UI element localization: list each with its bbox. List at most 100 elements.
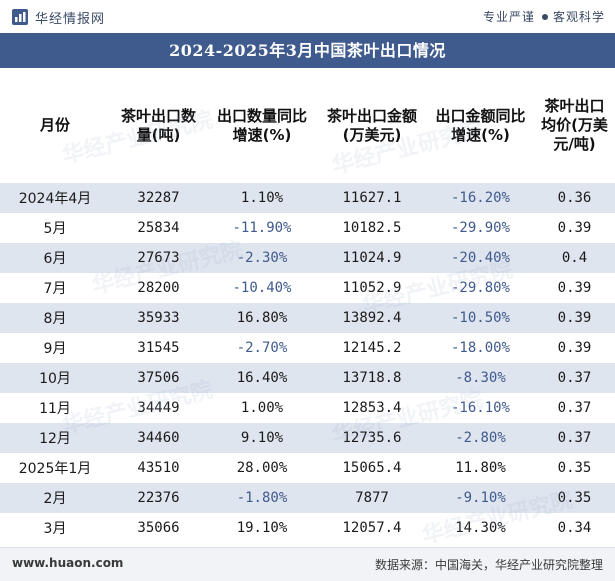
cell-month: 5月 — [0, 213, 110, 243]
cell-qty-yoy: 19.10% — [207, 513, 317, 543]
cell-price: 0.37 — [534, 393, 615, 423]
cell-qty: 22376 — [110, 483, 207, 513]
cell-amount: 13892.4 — [317, 303, 427, 333]
cell-amount: 11052.9 — [317, 273, 427, 303]
cell-price: 0.37 — [534, 423, 615, 453]
cell-price: 0.39 — [534, 213, 615, 243]
cell-amount-yoy: -2.80% — [427, 423, 534, 453]
cell-qty-yoy: -10.40% — [207, 273, 317, 303]
cell-qty: 43510 — [110, 453, 207, 483]
table-row: 7月 28200 -10.40% 11052.9 -29.80% 0.39 — [0, 273, 615, 303]
table-body: 2024年4月 32287 1.10% 11627.1 -16.20% 0.36 5月 258… — [0, 183, 615, 543]
cell-qty-yoy: -1.80% — [207, 483, 317, 513]
cell-month: 3月 — [0, 513, 110, 543]
footer: www.huaon.com 数据来源：中国海关，华经产业研究院整理 — [0, 547, 615, 581]
cell-amount-yoy: -16.10% — [427, 393, 534, 423]
table-row: 2025年1月 43510 28.00% 15065.4 11.80% 0.35 — [0, 453, 615, 483]
cell-month: 2025年1月 — [0, 453, 110, 483]
cell-month: 2024年4月 — [0, 183, 110, 213]
cell-month: 7月 — [0, 273, 110, 303]
table-row: 12月 34460 9.10% 12735.6 -2.80% 0.37 — [0, 423, 615, 453]
table-row: 5月 25834 -11.90% 10182.5 -29.90% 0.39 — [0, 213, 615, 243]
table-row: 2024年4月 32287 1.10% 11627.1 -16.20% 0.36 — [0, 183, 615, 213]
header-row: 月份 茶叶出口数量(吨) 出口数量同比增速(%) 茶叶出口金额(万美元) 出口金… — [0, 68, 615, 183]
cell-qty: 25834 — [110, 213, 207, 243]
cell-amount: 11024.9 — [317, 243, 427, 273]
cell-qty-yoy: 9.10% — [207, 423, 317, 453]
huajing-logo-icon — [12, 9, 28, 25]
cell-qty-yoy: 28.00% — [207, 453, 317, 483]
cell-amount: 7877 — [317, 483, 427, 513]
cell-price: 0.39 — [534, 333, 615, 363]
cell-qty: 37506 — [110, 363, 207, 393]
cell-price: 0.39 — [534, 273, 615, 303]
col-header-month: 月份 — [39, 116, 70, 134]
cell-month: 10月 — [0, 363, 110, 393]
footer-website: www.huaon.com — [12, 556, 124, 570]
top-bar: 华经情报网 专业严谨 客观科学 — [0, 0, 615, 34]
cell-month: 6月 — [0, 243, 110, 273]
col-header-amount: 茶叶出口金额(万美元) — [326, 106, 417, 144]
cell-qty-yoy: 1.10% — [207, 183, 317, 213]
cell-amount-yoy: -8.30% — [427, 363, 534, 393]
cell-amount: 12057.4 — [317, 513, 427, 543]
table-row: 11月 34449 1.00% 12853.4 -16.10% 0.37 — [0, 393, 615, 423]
cell-amount: 12853.4 — [317, 393, 427, 423]
cell-amount: 10182.5 — [317, 213, 427, 243]
cell-price: 0.4 — [534, 243, 615, 273]
cell-price: 0.35 — [534, 483, 615, 513]
cell-price: 0.39 — [534, 303, 615, 333]
cell-price: 0.35 — [534, 453, 615, 483]
cell-amount-yoy: -9.10% — [427, 483, 534, 513]
cell-amount-yoy: -16.20% — [427, 183, 534, 213]
cell-month: 11月 — [0, 393, 110, 423]
cell-qty-yoy: 1.00% — [207, 393, 317, 423]
cell-qty-yoy: 16.80% — [207, 303, 317, 333]
cell-amount-yoy: -29.80% — [427, 273, 534, 303]
table-row: 3月 35066 19.10% 12057.4 14.30% 0.34 — [0, 513, 615, 543]
cell-amount-yoy: -18.00% — [427, 333, 534, 363]
cell-qty: 32287 — [110, 183, 207, 213]
dot-separator — [541, 13, 548, 20]
tagline-left: 专业严谨 — [482, 10, 535, 24]
cell-month: 9月 — [0, 333, 110, 363]
cell-amount-yoy: -29.90% — [427, 213, 534, 243]
cell-amount: 11627.1 — [317, 183, 427, 213]
cell-month: 2月 — [0, 483, 110, 513]
cell-month: 12月 — [0, 423, 110, 453]
cell-amount: 12735.6 — [317, 423, 427, 453]
col-header-price: 茶叶出口均价(万美元/吨) — [541, 97, 608, 153]
cell-qty: 31545 — [110, 333, 207, 363]
cell-qty-yoy: -2.30% — [207, 243, 317, 273]
cell-amount-yoy: -10.50% — [427, 303, 534, 333]
col-header-qty: 茶叶出口数量(吨) — [120, 106, 196, 144]
cell-qty-yoy: -2.70% — [207, 333, 317, 363]
cell-amount: 13718.8 — [317, 363, 427, 393]
brand-name: 华经情报网 — [35, 12, 106, 27]
cell-qty: 34449 — [110, 393, 207, 423]
cell-amount: 12145.2 — [317, 333, 427, 363]
cell-qty: 35066 — [110, 513, 207, 543]
tea-export-table: 月份 茶叶出口数量(吨) 出口数量同比增速(%) 茶叶出口金额(万美元) 出口金… — [0, 68, 615, 543]
table-row: 6月 27673 -2.30% 11024.9 -20.40% 0.4 — [0, 243, 615, 273]
cell-qty: 28200 — [110, 273, 207, 303]
cell-amount-yoy: 14.30% — [427, 513, 534, 543]
cell-qty-yoy: 16.40% — [207, 363, 317, 393]
cell-price: 0.37 — [534, 363, 615, 393]
footer-source: 数据来源：中国海关，华经产业研究院整理 — [374, 558, 603, 572]
cell-amount-yoy: -20.40% — [427, 243, 534, 273]
cell-month: 8月 — [0, 303, 110, 333]
cell-qty-yoy: -11.90% — [207, 213, 317, 243]
col-header-amount-yoy: 出口金额同比增速(%) — [435, 106, 526, 144]
table-row: 8月 35933 16.80% 13892.4 -10.50% 0.39 — [0, 303, 615, 333]
cell-price: 0.36 — [534, 183, 615, 213]
table-row: 10月 37506 16.40% 13718.8 -8.30% 0.37 — [0, 363, 615, 393]
cell-amount: 15065.4 — [317, 453, 427, 483]
tagline: 专业严谨 客观科学 — [483, 8, 605, 25]
cell-qty: 35933 — [110, 303, 207, 333]
cell-qty: 27673 — [110, 243, 207, 273]
table-row: 2月 22376 -1.80% 7877 -9.10% 0.35 — [0, 483, 615, 513]
cell-price: 0.34 — [534, 513, 615, 543]
table-row: 9月 31545 -2.70% 12145.2 -18.00% 0.39 — [0, 333, 615, 363]
cell-amount-yoy: 11.80% — [427, 453, 534, 483]
